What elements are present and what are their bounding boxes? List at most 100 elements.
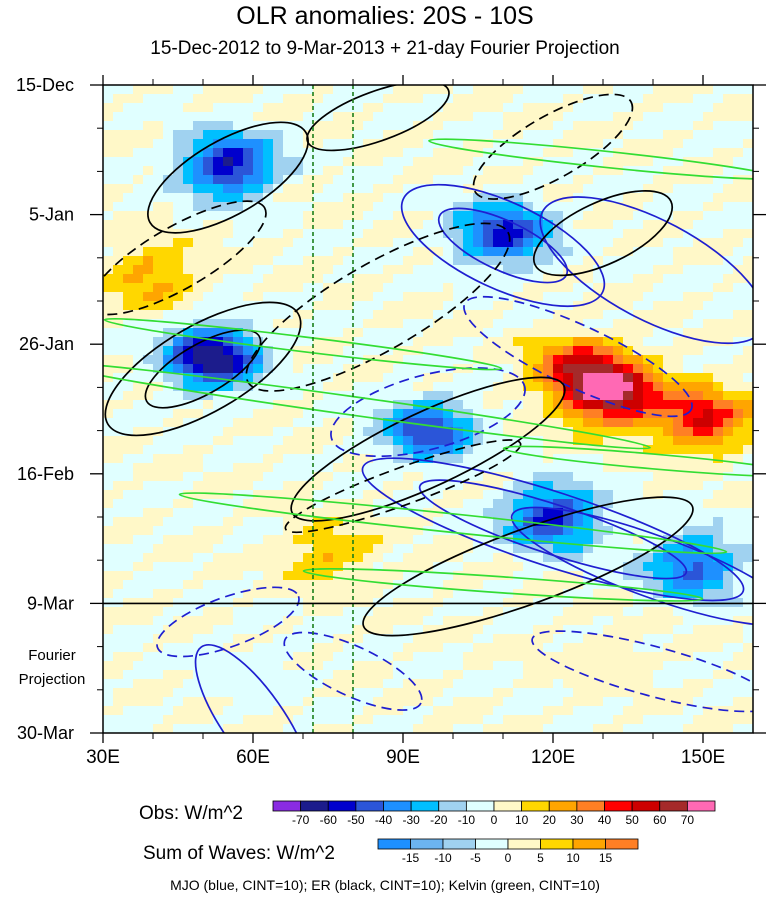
field-cell [323,238,334,248]
field-cell [103,418,114,428]
field-cell [563,85,574,95]
field-cell [593,508,604,518]
field-cell [643,418,654,428]
field-cell [693,328,704,338]
field-cell [423,409,434,419]
field-cell [643,679,654,689]
field-cell [313,580,324,590]
field-cell [653,211,664,221]
field-cell [413,193,424,203]
field-cell [503,103,514,113]
field-cell [633,229,644,239]
field-cell [263,670,274,680]
field-cell [223,220,234,230]
field-cell [543,247,554,257]
field-cell [743,499,753,509]
field-cell [643,292,654,302]
field-cell [273,454,284,464]
field-cell [283,661,294,671]
field-cell [323,148,334,158]
field-cell [263,175,274,185]
field-cell [693,85,704,95]
field-cell [483,175,494,185]
field-cell [103,607,114,617]
field-cell [443,400,454,410]
field-cell [633,346,644,356]
field-cell [333,535,344,545]
field-cell [613,706,624,716]
field-cell [493,697,504,707]
field-cell [243,166,254,176]
field-cell [673,193,684,203]
field-cell [573,139,584,149]
field-cell [403,247,414,257]
field-cell [563,148,574,158]
field-cell [533,634,544,644]
field-cell [333,265,344,275]
field-cell [583,580,594,590]
field-cell [243,112,254,122]
field-cell [333,580,344,590]
field-cell [453,112,464,122]
field-cell [583,319,594,329]
field-cell [313,301,324,311]
field-cell [743,283,753,293]
field-cell [463,211,474,221]
field-cell [213,229,224,239]
field-cell [623,292,634,302]
field-cell [493,247,504,257]
field-cell [733,580,744,590]
field-cell [713,499,724,509]
field-cell [123,508,134,518]
field-cell [673,490,684,500]
field-cell [203,463,214,473]
field-cell [233,679,244,689]
field-cell [163,544,174,554]
field-cell [113,112,124,122]
field-cell [233,220,244,230]
field-cell [293,445,304,455]
field-cell [373,166,384,176]
field-cell [463,94,474,104]
field-cell [263,454,274,464]
field-cell [123,400,134,410]
field-cell [173,409,184,419]
field-cell [443,526,454,536]
field-cell [313,283,324,293]
field-cell [643,220,654,230]
field-cell [203,400,214,410]
field-cell [133,148,144,158]
field-cell [523,328,534,338]
field-cell [413,265,424,275]
field-cell [733,679,744,689]
field-cell [193,247,204,257]
field-cell [323,418,334,428]
field-cell [573,355,584,365]
field-cell [673,391,684,401]
field-cell [103,301,114,311]
field-cell [333,481,344,491]
field-cell [693,445,704,455]
field-cell [443,472,454,482]
field-cell [473,535,484,545]
field-cell [303,103,314,113]
field-cell [423,472,434,482]
field-cell [743,157,753,167]
field-cell [153,301,164,311]
field-cell [183,265,194,275]
field-cell [543,661,554,671]
field-cell [663,544,674,554]
field-cell [593,94,604,104]
field-cell [443,265,454,275]
field-cell [583,391,594,401]
field-cell [393,490,404,500]
field-cell [283,355,294,365]
field-cell [513,166,524,176]
field-cell [243,400,254,410]
field-cell [643,94,654,104]
field-cell [173,454,184,464]
field-cell [333,715,344,725]
field-cell [173,706,184,716]
field-cell [673,418,684,428]
field-cell [413,481,424,491]
